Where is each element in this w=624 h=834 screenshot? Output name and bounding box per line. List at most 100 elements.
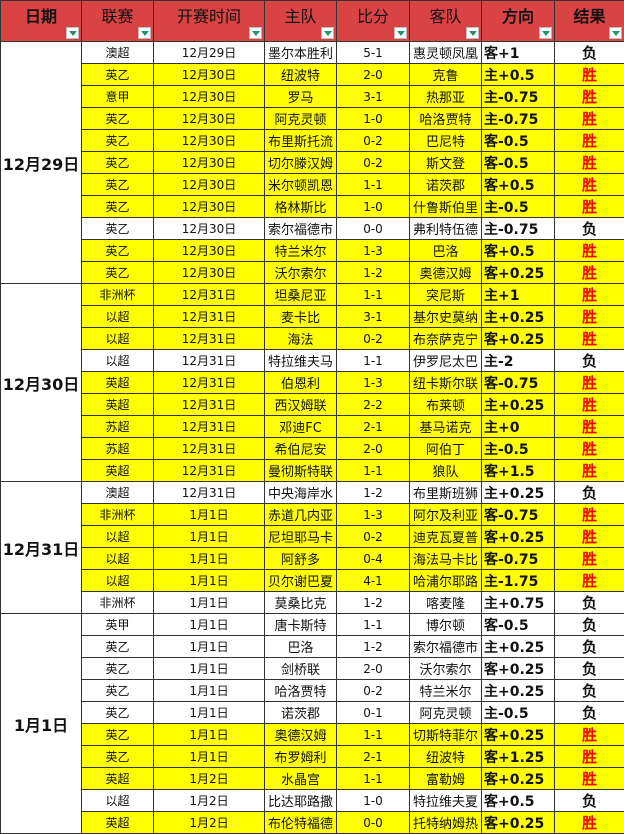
result-cell[interactable]: 胜 [555,438,624,460]
away-cell[interactable]: 狼队 [410,460,482,482]
home-cell[interactable]: 贝尔谢巴夏 [265,570,337,592]
league-cell[interactable]: 意甲 [82,86,154,108]
kickoff-cell[interactable]: 12月30日 [154,86,265,108]
home-cell[interactable]: 西汉姆联 [265,394,337,416]
score-cell[interactable]: 1-2 [337,592,410,614]
kickoff-cell[interactable]: 1月2日 [154,812,265,834]
direction-cell[interactable]: 客+1.25 [482,746,555,768]
result-cell[interactable]: 负 [555,482,624,504]
league-cell[interactable]: 英乙 [82,724,154,746]
kickoff-cell[interactable]: 1月1日 [154,548,265,570]
league-cell[interactable]: 英乙 [82,746,154,768]
direction-cell[interactable]: 客+1.5 [482,460,555,482]
result-cell[interactable]: 胜 [555,526,624,548]
league-cell[interactable]: 英乙 [82,218,154,240]
direction-cell[interactable]: 客+0.25 [482,526,555,548]
league-cell[interactable]: 英乙 [82,240,154,262]
home-cell[interactable]: 中央海岸水 [265,482,337,504]
result-cell[interactable]: 负 [555,702,624,724]
filter-dropdown-icon[interactable] [609,27,622,39]
home-cell[interactable]: 布罗姆利 [265,746,337,768]
result-cell[interactable]: 胜 [555,196,624,218]
direction-cell[interactable]: 客-0.5 [482,614,555,636]
away-cell[interactable]: 迪克瓦夏普 [410,526,482,548]
away-cell[interactable]: 伊罗尼太巴 [410,350,482,372]
direction-cell[interactable]: 主+0.25 [482,394,555,416]
direction-cell[interactable]: 主-0.5 [482,702,555,724]
league-cell[interactable]: 英乙 [82,130,154,152]
score-cell[interactable]: 3-1 [337,86,410,108]
kickoff-cell[interactable]: 12月30日 [154,64,265,86]
home-cell[interactable]: 奥德汉姆 [265,724,337,746]
kickoff-cell[interactable]: 1月2日 [154,768,265,790]
result-cell[interactable]: 胜 [555,64,624,86]
away-cell[interactable]: 弗利特伍德 [410,218,482,240]
kickoff-cell[interactable]: 12月30日 [154,174,265,196]
kickoff-cell[interactable]: 1月1日 [154,702,265,724]
league-cell[interactable]: 以超 [82,350,154,372]
kickoff-cell[interactable]: 1月1日 [154,592,265,614]
away-cell[interactable]: 沃尔索尔 [410,658,482,680]
kickoff-cell[interactable]: 12月31日 [154,284,265,306]
result-cell[interactable]: 胜 [555,548,624,570]
score-cell[interactable]: 1-2 [337,482,410,504]
home-cell[interactable]: 莫桑比克 [265,592,337,614]
kickoff-cell[interactable]: 12月30日 [154,152,265,174]
kickoff-cell[interactable]: 12月30日 [154,108,265,130]
home-cell[interactable]: 哈洛贾特 [265,680,337,702]
result-cell[interactable]: 负 [555,218,624,240]
away-cell[interactable]: 特兰米尔 [410,680,482,702]
away-cell[interactable]: 博尔顿 [410,614,482,636]
score-cell[interactable]: 1-1 [337,460,410,482]
direction-cell[interactable]: 主+1 [482,284,555,306]
filter-dropdown-icon[interactable] [249,27,262,39]
away-cell[interactable]: 特拉维夫夏 [410,790,482,812]
result-cell[interactable]: 胜 [555,768,624,790]
away-cell[interactable]: 奥德汉姆 [410,262,482,284]
direction-cell[interactable]: 客+0.25 [482,724,555,746]
direction-cell[interactable]: 主-0.5 [482,196,555,218]
result-cell[interactable]: 负 [555,790,624,812]
date-cell[interactable]: 1月1日 [1,614,82,834]
kickoff-cell[interactable]: 12月31日 [154,416,265,438]
score-cell[interactable]: 1-1 [337,174,410,196]
away-cell[interactable]: 布莱顿 [410,394,482,416]
away-cell[interactable]: 克鲁 [410,64,482,86]
away-cell[interactable]: 阿尔及利亚 [410,504,482,526]
league-cell[interactable]: 英超 [82,768,154,790]
kickoff-cell[interactable]: 1月1日 [154,504,265,526]
league-cell[interactable]: 非洲杯 [82,504,154,526]
kickoff-cell[interactable]: 12月31日 [154,350,265,372]
filter-dropdown-icon[interactable] [321,27,334,39]
kickoff-cell[interactable]: 12月30日 [154,196,265,218]
league-cell[interactable]: 英超 [82,812,154,834]
direction-cell[interactable]: 主-0.5 [482,438,555,460]
away-cell[interactable]: 海法马卡比 [410,548,482,570]
away-cell[interactable]: 斯文登 [410,152,482,174]
league-cell[interactable]: 英乙 [82,262,154,284]
score-cell[interactable]: 1-3 [337,372,410,394]
away-cell[interactable]: 什鲁斯伯里 [410,196,482,218]
result-cell[interactable]: 负 [555,592,624,614]
direction-cell[interactable]: 客+0.5 [482,174,555,196]
result-cell[interactable]: 胜 [555,240,624,262]
home-cell[interactable]: 曼彻斯特联 [265,460,337,482]
score-cell[interactable]: 3-1 [337,306,410,328]
kickoff-cell[interactable]: 12月31日 [154,306,265,328]
away-cell[interactable]: 基尔史莫纳 [410,306,482,328]
league-cell[interactable]: 非洲杯 [82,284,154,306]
home-cell[interactable]: 纽波特 [265,64,337,86]
direction-cell[interactable]: 主+0.75 [482,592,555,614]
direction-cell[interactable]: 客-0.75 [482,548,555,570]
direction-cell[interactable]: 主-0.75 [482,86,555,108]
home-cell[interactable]: 阿舒多 [265,548,337,570]
league-cell[interactable]: 英乙 [82,174,154,196]
home-cell[interactable]: 布里斯托流 [265,130,337,152]
score-cell[interactable]: 2-1 [337,416,410,438]
kickoff-cell[interactable]: 12月31日 [154,328,265,350]
league-cell[interactable]: 以超 [82,328,154,350]
away-cell[interactable]: 诺茨郡 [410,174,482,196]
away-cell[interactable]: 托特纳姆热 [410,812,482,834]
score-cell[interactable]: 0-2 [337,152,410,174]
result-cell[interactable]: 胜 [555,394,624,416]
